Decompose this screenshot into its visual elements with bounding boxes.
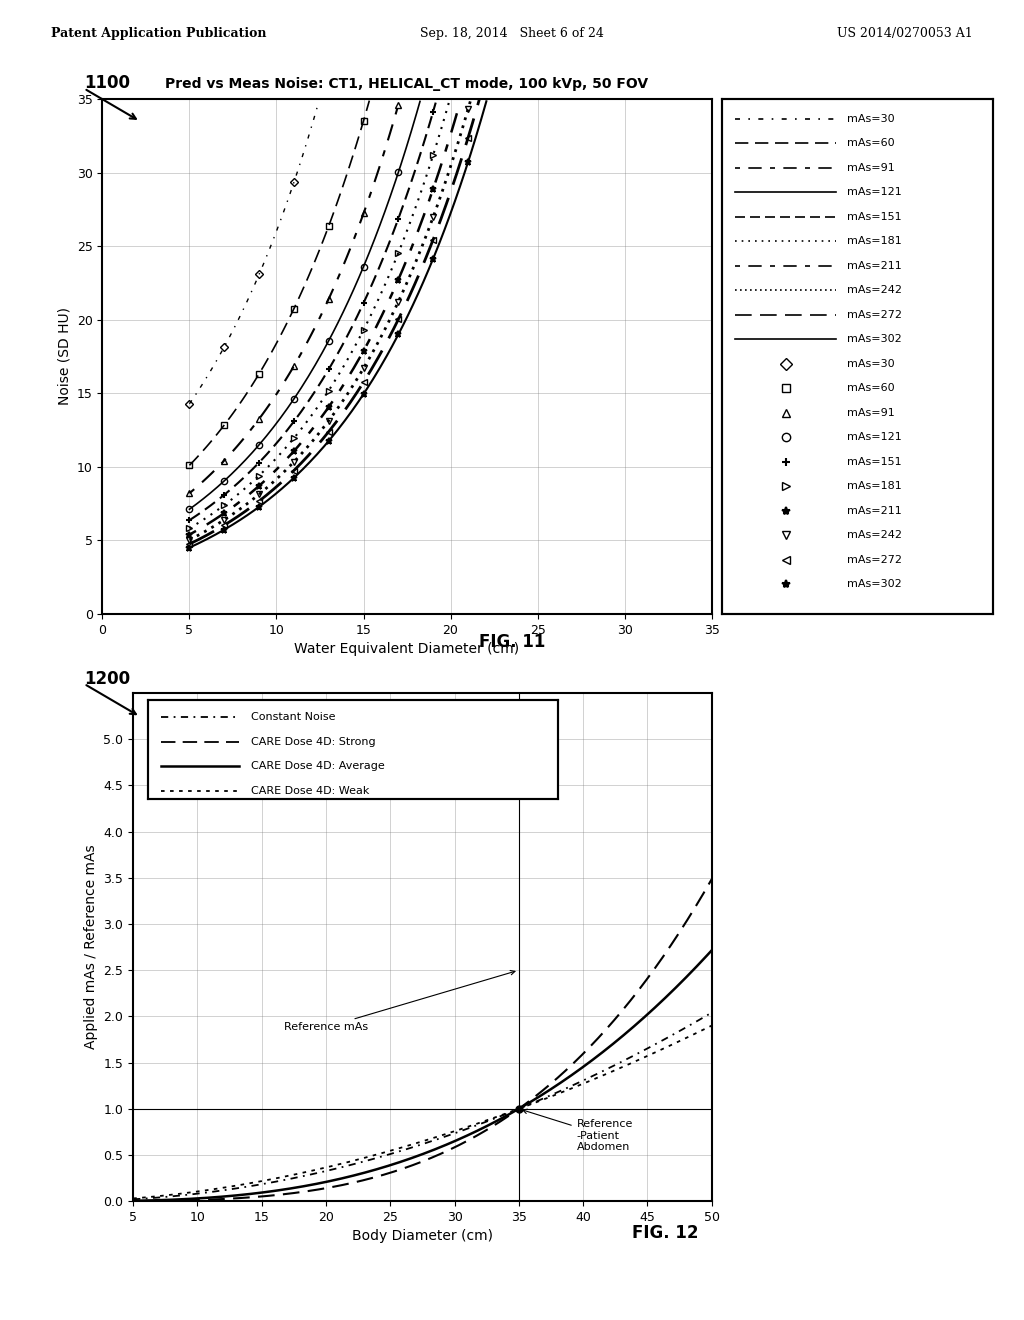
Text: Reference mAs: Reference mAs [284, 970, 515, 1032]
Text: mAs=242: mAs=242 [847, 285, 902, 296]
X-axis label: Body Diameter (cm): Body Diameter (cm) [352, 1229, 493, 1243]
Text: mAs=151: mAs=151 [847, 457, 901, 467]
Y-axis label: Applied mAs / Reference mAs: Applied mAs / Reference mAs [84, 845, 98, 1049]
Text: mAs=302: mAs=302 [847, 334, 901, 345]
Text: mAs=121: mAs=121 [847, 187, 901, 197]
Text: mAs=30: mAs=30 [847, 114, 894, 124]
Text: mAs=181: mAs=181 [847, 236, 901, 247]
Text: CARE Dose 4D: Weak: CARE Dose 4D: Weak [251, 787, 370, 796]
Text: mAs=30: mAs=30 [847, 359, 894, 368]
Text: mAs=60: mAs=60 [847, 383, 894, 393]
Text: mAs=121: mAs=121 [847, 432, 901, 442]
Text: mAs=151: mAs=151 [847, 211, 901, 222]
X-axis label: Water Equivalent Diameter (cm): Water Equivalent Diameter (cm) [295, 642, 519, 656]
Text: mAs=211: mAs=211 [847, 260, 901, 271]
Text: Patent Application Publication: Patent Application Publication [51, 26, 266, 40]
Text: FIG. 12: FIG. 12 [633, 1224, 698, 1242]
Text: FIG. 11: FIG. 11 [479, 632, 545, 651]
Text: mAs=60: mAs=60 [847, 139, 894, 148]
Text: mAs=91: mAs=91 [847, 162, 895, 173]
Text: mAs=211: mAs=211 [847, 506, 901, 516]
Text: CARE Dose 4D: Average: CARE Dose 4D: Average [251, 762, 385, 771]
Text: mAs=181: mAs=181 [847, 482, 901, 491]
Text: Sep. 18, 2014   Sheet 6 of 24: Sep. 18, 2014 Sheet 6 of 24 [420, 26, 604, 40]
Text: 1200: 1200 [84, 669, 130, 688]
Title: Pred vs Meas Noise: CT1, HELICAL_CT mode, 100 kVp, 50 FOV: Pred vs Meas Noise: CT1, HELICAL_CT mode… [166, 77, 648, 91]
Text: Reference
-Patient
Abdomen: Reference -Patient Abdomen [522, 1109, 633, 1152]
Y-axis label: Noise (SD HU): Noise (SD HU) [57, 308, 72, 405]
Text: US 2014/0270053 A1: US 2014/0270053 A1 [837, 26, 973, 40]
Text: Constant Noise: Constant Noise [251, 711, 336, 722]
Text: CARE Dose 4D: Strong: CARE Dose 4D: Strong [251, 737, 376, 747]
Text: mAs=272: mAs=272 [847, 310, 902, 319]
Text: mAs=242: mAs=242 [847, 531, 902, 540]
Text: mAs=91: mAs=91 [847, 408, 895, 418]
Text: mAs=272: mAs=272 [847, 554, 902, 565]
Text: 1100: 1100 [84, 74, 130, 92]
Text: mAs=302: mAs=302 [847, 579, 901, 590]
